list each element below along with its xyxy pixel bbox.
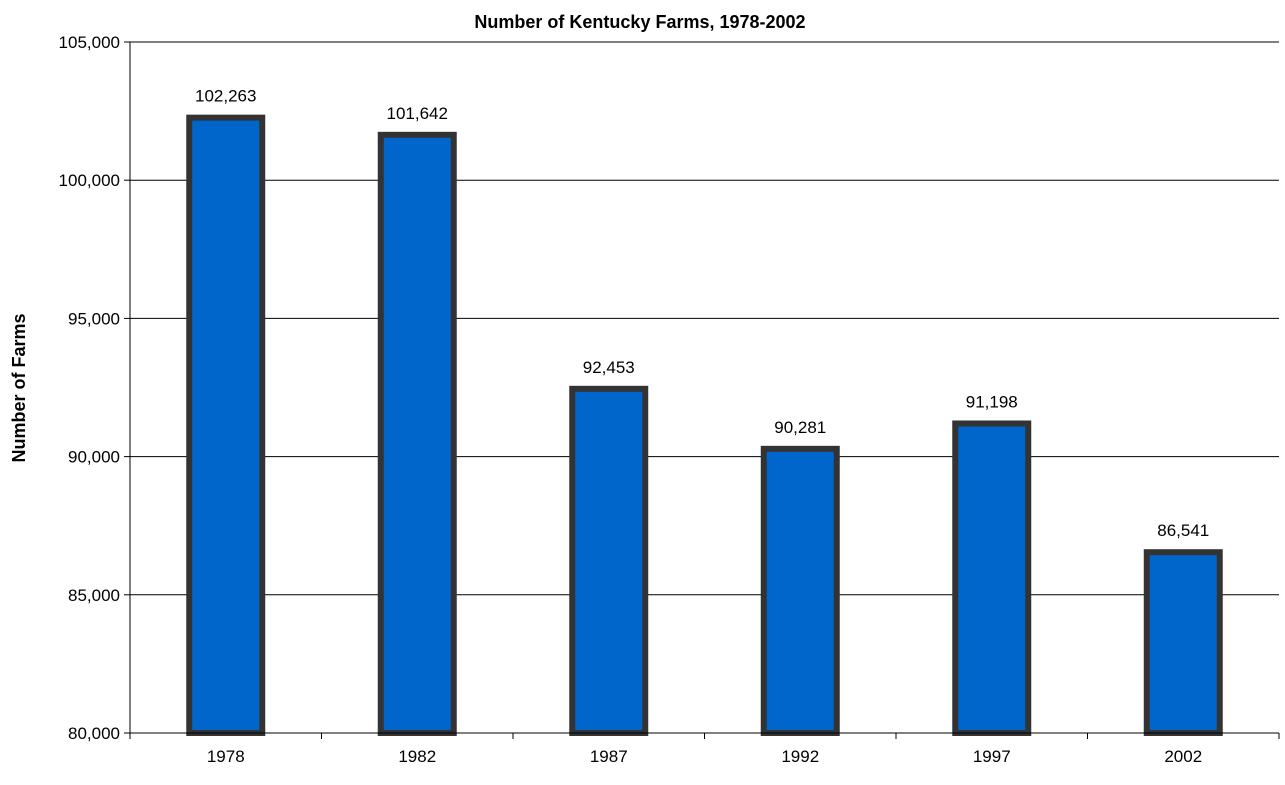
data-label-1992: 90,281 xyxy=(774,418,826,437)
y-tick-label: 100,000 xyxy=(59,171,120,190)
x-tick-label-1992: 1992 xyxy=(781,747,819,766)
data-label-1978: 102,263 xyxy=(195,87,256,106)
data-label-1987: 92,453 xyxy=(583,358,635,377)
x-tick-label-1978: 1978 xyxy=(207,747,245,766)
data-label-1997: 91,198 xyxy=(966,392,1018,411)
bar-2002 xyxy=(1143,549,1223,737)
bar-1982 xyxy=(377,131,457,736)
y-axis-label: Number of Farms xyxy=(9,313,29,462)
y-tick-label: 90,000 xyxy=(68,448,120,467)
data-label-2002: 86,541 xyxy=(1157,521,1209,540)
y-tick-label: 80,000 xyxy=(68,724,120,743)
labels: 80,000 85,000 90,000 95,000 100,000 105,000 10… xyxy=(59,33,1210,766)
data-label-1982: 101,642 xyxy=(387,104,448,123)
x-tick-label-1997: 1997 xyxy=(973,747,1011,766)
y-tick-label: 95,000 xyxy=(68,309,120,328)
bar-1992 xyxy=(760,445,840,736)
x-tick-label-1982: 1982 xyxy=(398,747,436,766)
y-tick-label: 85,000 xyxy=(68,586,120,605)
chart-title: Number of Kentucky Farms, 1978-2002 xyxy=(474,12,805,32)
bar-1978 xyxy=(186,114,266,736)
y-tick-label: 105,000 xyxy=(59,33,120,52)
bars xyxy=(186,114,1223,737)
x-tick-label-1987: 1987 xyxy=(590,747,628,766)
bar-1987 xyxy=(569,385,649,736)
bar-1997 xyxy=(952,420,1032,736)
x-tick-label-2002: 2002 xyxy=(1164,747,1202,766)
axes xyxy=(124,41,1280,739)
gridlines xyxy=(130,41,1279,596)
